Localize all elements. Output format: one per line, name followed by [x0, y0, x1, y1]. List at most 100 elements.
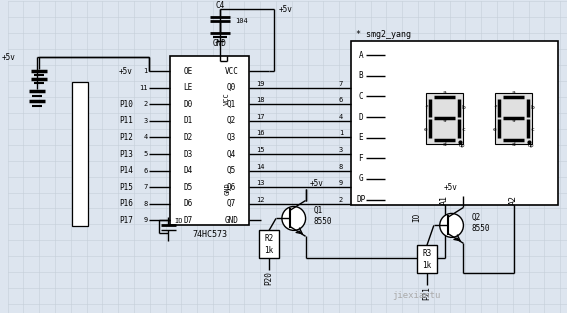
Circle shape: [282, 207, 306, 230]
Text: GND: GND: [225, 216, 239, 225]
Text: F: F: [358, 154, 363, 163]
Text: f: f: [424, 105, 428, 110]
Text: VCC: VCC: [225, 67, 239, 76]
Text: 18: 18: [256, 97, 265, 103]
Text: C: C: [358, 92, 363, 101]
Text: 8550: 8550: [471, 224, 490, 233]
Text: 7: 7: [143, 184, 148, 190]
Text: 15: 15: [256, 147, 265, 153]
Text: a: a: [443, 90, 447, 95]
Text: GND: GND: [213, 39, 227, 48]
Text: E: E: [358, 133, 363, 142]
Text: 2: 2: [339, 197, 343, 203]
Bar: [417, 245, 437, 273]
Text: 8550: 8550: [314, 217, 332, 226]
Text: P15: P15: [119, 183, 133, 192]
Text: Q1: Q1: [314, 206, 323, 215]
Text: 3: 3: [143, 118, 148, 124]
Text: 1: 1: [339, 131, 343, 136]
Text: +5v: +5v: [310, 179, 323, 188]
Text: 4: 4: [143, 135, 148, 141]
Text: A: A: [358, 51, 363, 60]
Text: 8: 8: [143, 201, 148, 207]
Bar: [171, 56, 249, 225]
Text: g: g: [512, 117, 515, 122]
Text: 104: 104: [235, 18, 248, 24]
Text: Q2: Q2: [227, 116, 236, 126]
Text: dp: dp: [458, 143, 465, 148]
Text: 11: 11: [139, 85, 148, 91]
Text: D4: D4: [184, 166, 193, 175]
Text: b: b: [531, 105, 534, 110]
Text: * smg2_yang: * smg2_yang: [356, 30, 411, 39]
Text: 6: 6: [339, 97, 343, 103]
Bar: [259, 230, 279, 258]
Text: +5v: +5v: [444, 183, 458, 192]
Text: R2: R2: [264, 234, 274, 243]
Text: A2: A2: [509, 194, 518, 204]
Text: VCC: VCC: [225, 92, 230, 105]
Text: 3: 3: [339, 147, 343, 153]
Text: 1k: 1k: [264, 246, 274, 255]
Text: Q0: Q0: [227, 83, 236, 92]
Text: G: G: [358, 174, 363, 183]
Text: D3: D3: [184, 150, 193, 159]
Text: 9: 9: [143, 218, 148, 223]
Text: 2: 2: [143, 101, 148, 107]
Text: A1: A1: [440, 194, 449, 204]
Text: IO: IO: [413, 213, 421, 222]
Text: 14: 14: [256, 164, 265, 170]
Text: R3: R3: [422, 249, 431, 258]
Bar: [495, 93, 532, 144]
Bar: [426, 93, 463, 144]
Bar: [72, 82, 87, 226]
Text: D: D: [358, 113, 363, 121]
Text: 9: 9: [339, 180, 343, 186]
Text: C4: C4: [215, 1, 225, 10]
Text: e: e: [424, 127, 428, 132]
Text: dp: dp: [527, 143, 534, 148]
Text: b: b: [462, 105, 466, 110]
Text: P16: P16: [119, 199, 133, 208]
Text: LE: LE: [184, 83, 193, 92]
Text: Q1: Q1: [227, 100, 236, 109]
Text: 13: 13: [256, 180, 265, 186]
Text: OE: OE: [184, 67, 193, 76]
Text: DP: DP: [356, 195, 366, 204]
Text: +5v: +5v: [2, 53, 15, 62]
Text: Q7: Q7: [227, 199, 236, 208]
Text: 1k: 1k: [422, 261, 431, 270]
Text: D7: D7: [184, 216, 193, 225]
Text: D0: D0: [184, 100, 193, 109]
Text: 5: 5: [143, 151, 148, 157]
Text: D5: D5: [184, 183, 193, 192]
Text: a: a: [512, 90, 515, 95]
Text: IO: IO: [175, 218, 183, 224]
Text: Q5: Q5: [227, 166, 236, 175]
Text: GND: GND: [225, 182, 230, 195]
Text: e: e: [493, 127, 497, 132]
Text: g: g: [443, 117, 447, 122]
Bar: [351, 41, 558, 206]
Text: Q6: Q6: [227, 183, 236, 192]
Text: 4: 4: [339, 114, 343, 120]
Text: B: B: [358, 71, 363, 80]
Text: D1: D1: [184, 116, 193, 126]
Text: D2: D2: [184, 133, 193, 142]
Text: Q4: Q4: [227, 150, 236, 159]
Text: 6: 6: [143, 168, 148, 174]
Text: d: d: [443, 142, 447, 147]
Text: c: c: [531, 127, 534, 132]
Text: d: d: [512, 142, 515, 147]
Text: P10: P10: [119, 100, 133, 109]
Text: 17: 17: [256, 114, 265, 120]
Text: c: c: [462, 127, 466, 132]
Text: Q2: Q2: [471, 213, 481, 222]
Text: 19: 19: [256, 81, 265, 87]
Text: jiexiantu: jiexiantu: [392, 290, 441, 300]
Text: 1: 1: [143, 68, 148, 74]
Text: f: f: [493, 105, 497, 110]
Text: D6: D6: [184, 199, 193, 208]
Text: P12: P12: [119, 133, 133, 142]
Text: +5v: +5v: [119, 67, 133, 76]
